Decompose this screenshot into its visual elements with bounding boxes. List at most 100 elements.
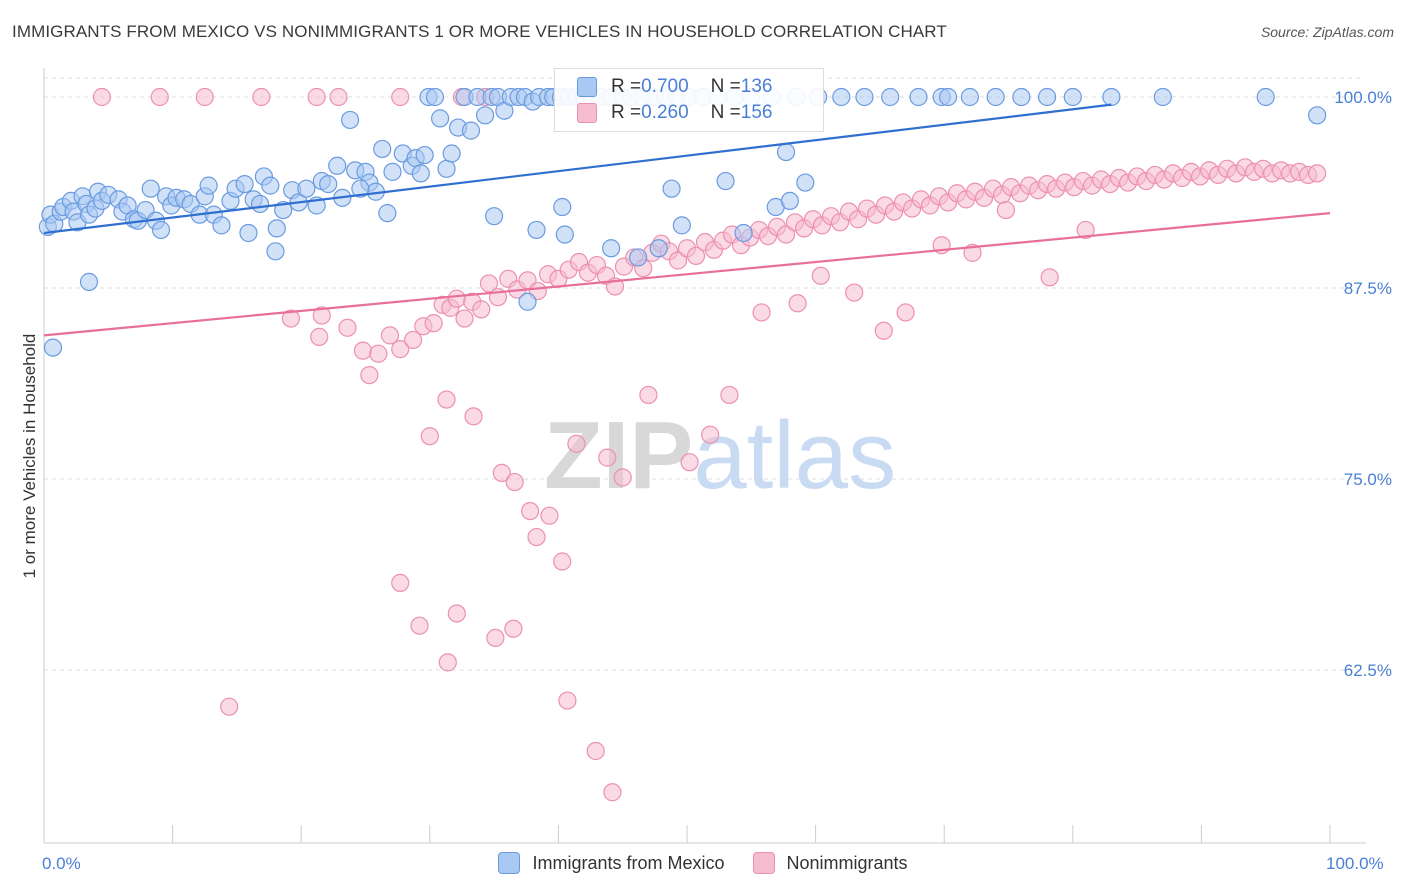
nonimmigrant-point <box>92 87 111 107</box>
nonimmigrant-point <box>527 527 546 547</box>
nonimmigrant-point <box>360 365 379 385</box>
legend-item-immigrants: Immigrants from Mexico <box>498 852 725 874</box>
legend-label-nonimmigrants: Nonimmigrants <box>786 852 908 873</box>
legend-r-value: 0.700 <box>641 76 689 97</box>
nonimmigrant-point <box>472 300 491 319</box>
immigrant-point <box>1037 87 1057 107</box>
nonimmigrant-point <box>845 283 864 302</box>
immigrant-point <box>1063 87 1082 107</box>
immigrant-point <box>909 87 928 107</box>
nonimmigrant-point <box>701 425 720 444</box>
immigrant-point <box>629 248 648 267</box>
legend-label-immigrants: Immigrants from Mexico <box>532 852 725 873</box>
immigrant-point <box>1256 87 1275 107</box>
immigrant-point <box>319 174 338 194</box>
immigrant-point <box>239 223 258 243</box>
immigrant-point <box>881 87 900 107</box>
nonimmigrants-points <box>92 87 1327 802</box>
y-tick-label: 62.5% <box>1344 661 1392 680</box>
nonimmigrant-point <box>307 87 326 107</box>
watermark: ZIPatlas <box>544 402 896 509</box>
y-tick-label: 75.0% <box>1344 470 1392 489</box>
nonimmigrant-point <box>447 604 466 623</box>
immigrant-point <box>351 179 370 198</box>
nonimmigrant-point <box>220 697 239 716</box>
nonimmigrant-point <box>680 453 699 472</box>
immigrant-point <box>141 179 160 198</box>
immigrant-point <box>662 179 681 198</box>
nonimmigrant-point <box>874 321 893 340</box>
immigrant-point <box>986 87 1005 107</box>
watermark-atlas: atlas <box>693 402 896 509</box>
immigrant-point <box>378 204 397 223</box>
nonimmigrant-point <box>1040 268 1059 287</box>
y-tick-label: 87.5% <box>1344 279 1392 298</box>
legend-r-label: R = <box>611 102 642 123</box>
legend-item-nonimmigrants: Nonimmigrants <box>752 852 908 874</box>
nonimmigrant-point <box>776 225 796 244</box>
nonimmigrant-point <box>410 616 429 635</box>
immigrant-point <box>199 176 218 195</box>
nonimmigrant-point <box>403 330 423 350</box>
legend-r-value: 0.260 <box>641 102 689 123</box>
nonimmigrant-point <box>310 327 329 346</box>
nonimmigrant-point <box>567 434 586 453</box>
trend-lines <box>43 103 1331 337</box>
x-tick-label-max: 100.0% <box>1326 854 1384 873</box>
chart-title: IMMIGRANTS FROM MEXICO VS NONIMMIGRANTS … <box>12 22 947 41</box>
nonimmigrant-point <box>479 274 499 293</box>
nonimmigrant-point <box>195 87 214 107</box>
y-tick-labels: 62.5% 75.0% 87.5% 100.0% <box>1334 88 1392 680</box>
immigrant-point <box>266 242 285 261</box>
legend-swatch-blue <box>498 852 521 874</box>
immigrant-point <box>425 87 445 107</box>
immigrant-point <box>602 239 621 258</box>
legend-n-label: N = <box>710 102 741 123</box>
immigrant-point <box>555 225 574 244</box>
immigrant-point <box>235 174 254 194</box>
immigrant-point <box>411 164 430 183</box>
grid-lines <box>44 77 1360 671</box>
nonimmigrant-point <box>420 427 439 446</box>
immigrant-point <box>373 139 392 159</box>
nonimmigrant-point <box>788 294 807 313</box>
y-tick-label: 100.0% <box>1334 88 1392 107</box>
nonimmigrant-point <box>424 314 443 333</box>
nonimmigrant-point <box>464 407 483 426</box>
immigrant-point <box>430 109 450 128</box>
series-legend: Immigrants from Mexico Nonimmigrants <box>0 852 1406 874</box>
immigrant-point <box>1308 106 1327 125</box>
legend-n-value: 136 <box>740 76 773 97</box>
source-label: Source: ZipAtlas.com <box>1260 24 1394 40</box>
legend-swatch-pink <box>577 103 597 123</box>
immigrant-point <box>832 87 851 107</box>
nonimmigrant-point <box>369 344 388 363</box>
nonimmigrant-point <box>811 266 830 285</box>
immigrant-point <box>442 144 461 163</box>
immigrant-point <box>79 272 99 291</box>
immigrant-point <box>796 173 815 192</box>
immigrant-point <box>250 194 270 214</box>
immigrant-point <box>485 207 504 226</box>
immigrant-point <box>437 159 456 178</box>
nonimmigrant-point <box>553 552 572 571</box>
nonimmigrant-point <box>896 303 915 322</box>
nonimmigrant-point <box>598 448 617 467</box>
immigrant-point <box>734 223 753 243</box>
trend-line-nonimmigrants <box>43 212 1331 337</box>
nonimmigrant-point <box>391 87 410 107</box>
immigrant-point <box>383 162 402 181</box>
nonimmigrant-point <box>540 506 559 525</box>
nonimmigrant-point <box>338 318 357 337</box>
nonimmigrant-point <box>391 340 410 359</box>
nonimmigrant-point <box>438 653 457 672</box>
nonimmigrant-point <box>521 501 540 521</box>
nonimmigrant-point <box>312 306 331 325</box>
nonimmigrant-point <box>447 289 466 308</box>
immigrant-point <box>1012 87 1031 107</box>
immigrant-point <box>649 239 668 258</box>
immigrant-point <box>518 292 537 311</box>
axes <box>43 68 1366 844</box>
immigrant-point <box>475 106 495 125</box>
